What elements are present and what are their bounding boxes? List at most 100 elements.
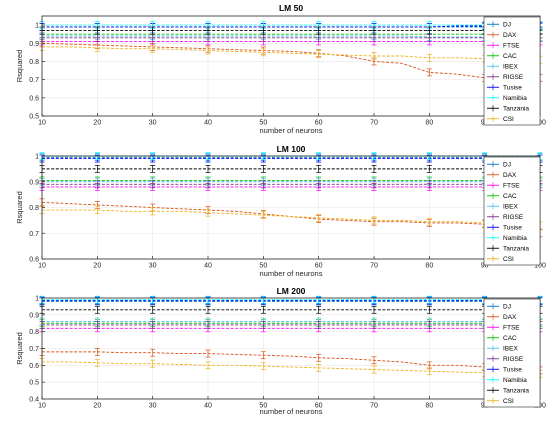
y-tick-label: 0.7 <box>29 77 39 84</box>
series-line <box>42 25 540 28</box>
legend-label: RIGSE <box>503 74 524 81</box>
chart-panel-2: 10 20 30 40 50 60 70 80 90 100 0.6 0.7 0.8 0.9 1 LM 100… <box>15 144 546 278</box>
legend-label: RIGSE <box>503 214 524 221</box>
y-tick-label: 0.8 <box>29 205 39 212</box>
x-tick-label: 30 <box>149 403 157 410</box>
y-tick-label: 0.5 <box>29 114 39 121</box>
y-tick-label: 0.9 <box>29 312 39 319</box>
legend-label: DAX <box>503 314 517 321</box>
x-tick-label: 20 <box>93 263 101 270</box>
legend-label: Tusise <box>503 85 522 92</box>
x-tick-label: 20 <box>93 403 101 410</box>
y-tick-label: 0.5 <box>29 380 39 387</box>
legend-label: CSI <box>503 398 514 405</box>
x-tick-label: 60 <box>315 403 323 410</box>
x-tick-label: 100 <box>534 263 546 270</box>
legend-label: Tanzania <box>503 106 529 113</box>
legend-label: DAX <box>503 32 517 39</box>
chart-title: LM 200 <box>277 286 306 296</box>
y-tick-label: 0.8 <box>29 59 39 66</box>
legend-label: FTSE <box>503 43 520 50</box>
legend: DJ DAX FTSE CAC IBEX RIGSE Tusise Namibia Tanzan… <box>483 156 541 266</box>
x-tick-label: 80 <box>425 263 433 270</box>
series-line <box>42 35 540 38</box>
y-tick-label: 0.6 <box>29 363 39 370</box>
legend-label: DJ <box>503 22 511 29</box>
y-axis-label: Rsquared <box>15 332 24 365</box>
y-tick-label: 0.6 <box>29 95 39 102</box>
x-tick-label: 60 <box>315 263 323 270</box>
legend-label: Tanzania <box>503 246 529 253</box>
x-tick-label: 10 <box>38 403 46 410</box>
legend-label: Tusise <box>503 367 522 374</box>
x-tick-label: 40 <box>204 403 212 410</box>
series-csi <box>39 358 543 378</box>
y-tick-label: 1 <box>35 23 39 30</box>
chart-title: LM 100 <box>277 144 306 154</box>
legend-label: Tusise <box>503 225 522 232</box>
y-axis-label: Rsquared <box>15 191 24 224</box>
x-tick-label: 20 <box>93 120 101 127</box>
series-line <box>42 46 540 61</box>
x-tick-label: 50 <box>259 263 267 270</box>
x-tick-label: 30 <box>149 120 157 127</box>
x-tick-label: 30 <box>149 263 157 270</box>
x-tick-label: 40 <box>204 263 212 270</box>
y-tick-label: 0.7 <box>29 231 39 238</box>
legend-label: CSI <box>503 256 514 263</box>
x-tick-label: 10 <box>38 263 46 270</box>
x-axis-label: number of neurons <box>260 407 323 416</box>
legend-label: DAX <box>503 172 517 179</box>
series-tanzania <box>39 305 543 314</box>
legend-label: Namibia <box>503 95 527 102</box>
legend: DJ DAX FTSE CAC IBEX RIGSE Tusise Namibia Tanzan… <box>483 298 541 408</box>
legend-label: CAC <box>503 335 517 342</box>
legend-label: Namibia <box>503 377 527 384</box>
legend-label: FTSE <box>503 183 520 190</box>
legend-label: IBEX <box>503 204 518 211</box>
y-tick-label: 1 <box>35 296 39 303</box>
y-tick-label: 0.9 <box>29 179 39 186</box>
chart-title: LM 50 <box>279 3 303 13</box>
legend-label: DJ <box>503 162 511 169</box>
legend-label: CAC <box>503 193 517 200</box>
x-tick-label: 70 <box>370 403 378 410</box>
y-tick-label: 0.8 <box>29 329 39 336</box>
legend-label: FTSE <box>503 325 520 332</box>
chart-panel-3: 1020304050607080901000.40.50.60.70.80.91… <box>15 286 546 416</box>
x-axis-label: number of neurons <box>260 269 323 278</box>
x-tick-label: 40 <box>204 120 212 127</box>
y-tick-label: 0.4 <box>29 397 39 404</box>
x-tick-label: 60 <box>315 120 323 127</box>
legend-label: CSI <box>503 116 514 123</box>
x-tick-label: 70 <box>370 263 378 270</box>
y-tick-label: 0.9 <box>29 41 39 48</box>
legend-label: IBEX <box>503 64 518 71</box>
legend: DJ DAX FTSE CAC IBEX RIGSE Tusise Namibia Tanzan… <box>483 16 541 126</box>
x-tick-label: 80 <box>425 120 433 127</box>
x-tick-label: 50 <box>259 403 267 410</box>
plot-area <box>42 16 540 116</box>
y-tick-label: 0.6 <box>29 257 39 264</box>
legend-label: Namibia <box>503 235 527 242</box>
chart-panel-1: 1020304050607080901000.50.60.70.80.91LM … <box>15 3 546 135</box>
legend-label: IBEX <box>503 346 518 353</box>
x-tick-label: 50 <box>259 120 267 127</box>
legend-label: Tanzania <box>503 388 529 395</box>
x-tick-label: 10 <box>38 120 46 127</box>
x-tick-label: 70 <box>370 120 378 127</box>
series-line <box>42 361 540 375</box>
x-tick-label: 90 <box>481 263 489 270</box>
legend-label: CAC <box>503 53 517 60</box>
series-line <box>42 351 541 371</box>
y-tick-label: 1 <box>35 154 39 161</box>
series-line <box>41 42 541 81</box>
series-csi <box>39 206 543 230</box>
legend-label: RIGSE <box>503 356 524 363</box>
series-line <box>42 209 541 226</box>
x-axis-label: number of neurons <box>260 126 323 135</box>
y-tick-label: 0.7 <box>29 346 39 353</box>
y-axis-label: Rsquared <box>15 50 24 83</box>
